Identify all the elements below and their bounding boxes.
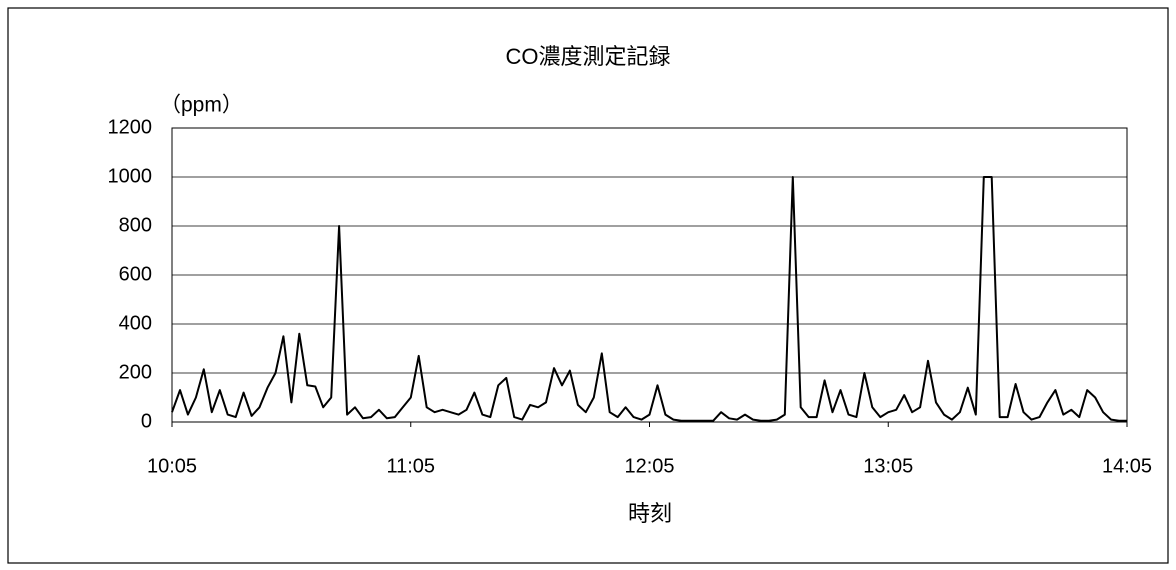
- y-tick-label: 1200: [108, 116, 153, 138]
- data-line: [171, 176, 1127, 422]
- x-tick-label: 11:05: [386, 455, 435, 477]
- y-tick-label: 200: [119, 361, 152, 383]
- x-tick-label: 12:05: [624, 455, 674, 477]
- y-tick-label: 1000: [108, 165, 153, 187]
- y-tick-label: 400: [119, 312, 152, 334]
- y-axis-label: （ppm）: [160, 94, 243, 117]
- y-tick-label: 0: [141, 410, 152, 432]
- x-tick-label: 14:05: [1102, 455, 1152, 477]
- x-axis-label: 時刻: [628, 501, 672, 526]
- x-tick-label: 13:05: [863, 455, 913, 477]
- y-tick-label: 600: [119, 263, 152, 285]
- y-tick-label: 800: [119, 214, 152, 236]
- chart-title: CO濃度測定記録: [505, 44, 670, 69]
- x-tick-label: 10:05: [147, 455, 197, 477]
